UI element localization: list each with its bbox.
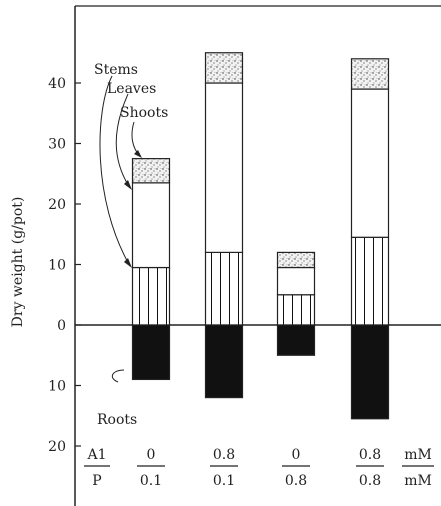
bar-shoots-2 [204, 52, 244, 84]
y-tick-label: 0 [57, 318, 66, 334]
bar-stems-2 [204, 251, 244, 326]
stems-arrowhead [124, 258, 132, 268]
shoots-arrowhead [134, 150, 142, 158]
unit-top: mM [404, 447, 432, 463]
category-al-label: 0 [147, 447, 156, 463]
al-row-label: A1 [86, 447, 106, 463]
category-al-label: 0.8 [213, 447, 235, 463]
bar-stems-3 [276, 294, 316, 326]
category-al-label: 0 [292, 447, 301, 463]
bar-roots-2 [204, 324, 244, 399]
leaves-pointer [115, 93, 131, 189]
annotation-shoots: Shoots [120, 105, 168, 121]
leaves-arrowhead [124, 180, 132, 190]
bar-leaves-4 [350, 88, 390, 238]
bar-leaves-3 [276, 266, 316, 296]
bar-roots-4 [350, 324, 390, 420]
callouts [99, 75, 141, 383]
y-tick-label: 20 [48, 197, 66, 213]
treatment-labels: A1 P mM mM [84, 447, 434, 489]
y-tick-label: 40 [48, 76, 66, 92]
unit-bottom: mM [404, 473, 432, 489]
callout-arrowheads [124, 150, 142, 268]
y-ticks: 40 30 20 10 0 10 20 [48, 76, 81, 455]
stems-pointer [99, 75, 131, 267]
bar-stems-1 [131, 266, 171, 326]
bar-roots-1 [131, 324, 171, 381]
y-tick-label: 30 [48, 137, 66, 153]
bar-shoots-4 [350, 58, 390, 90]
bar-stems-4 [350, 236, 390, 326]
category-p-label: 0.1 [213, 473, 235, 489]
category-p-label: 0.1 [140, 473, 162, 489]
category-labels: 0 0.1 0.8 0.1 0 0.8 0.8 0.8 [137, 447, 384, 489]
bar-leaves-1 [131, 182, 171, 269]
y-tick-label: 10 [48, 258, 66, 274]
y-tick-label: 20 [48, 439, 66, 455]
bar-leaves-2 [204, 82, 244, 253]
bar-shoots-3 [276, 251, 316, 269]
p-row-label: P [92, 473, 101, 489]
category-p-label: 0.8 [359, 473, 381, 489]
bar-roots-3 [276, 324, 316, 356]
category-p-label: 0.8 [285, 473, 307, 489]
annotation-leaves: Leaves [107, 81, 156, 97]
y-axis-label: Dry weight (g/pot) [10, 197, 26, 328]
category-al-label: 0.8 [359, 447, 381, 463]
y-tick-label: 10 [48, 379, 66, 395]
bar-shoots-1 [131, 158, 171, 184]
annotation-roots: Roots [97, 412, 137, 428]
roots-pointer [111, 369, 125, 383]
annotation-stems: Stems [94, 62, 138, 78]
bars [131, 52, 390, 420]
